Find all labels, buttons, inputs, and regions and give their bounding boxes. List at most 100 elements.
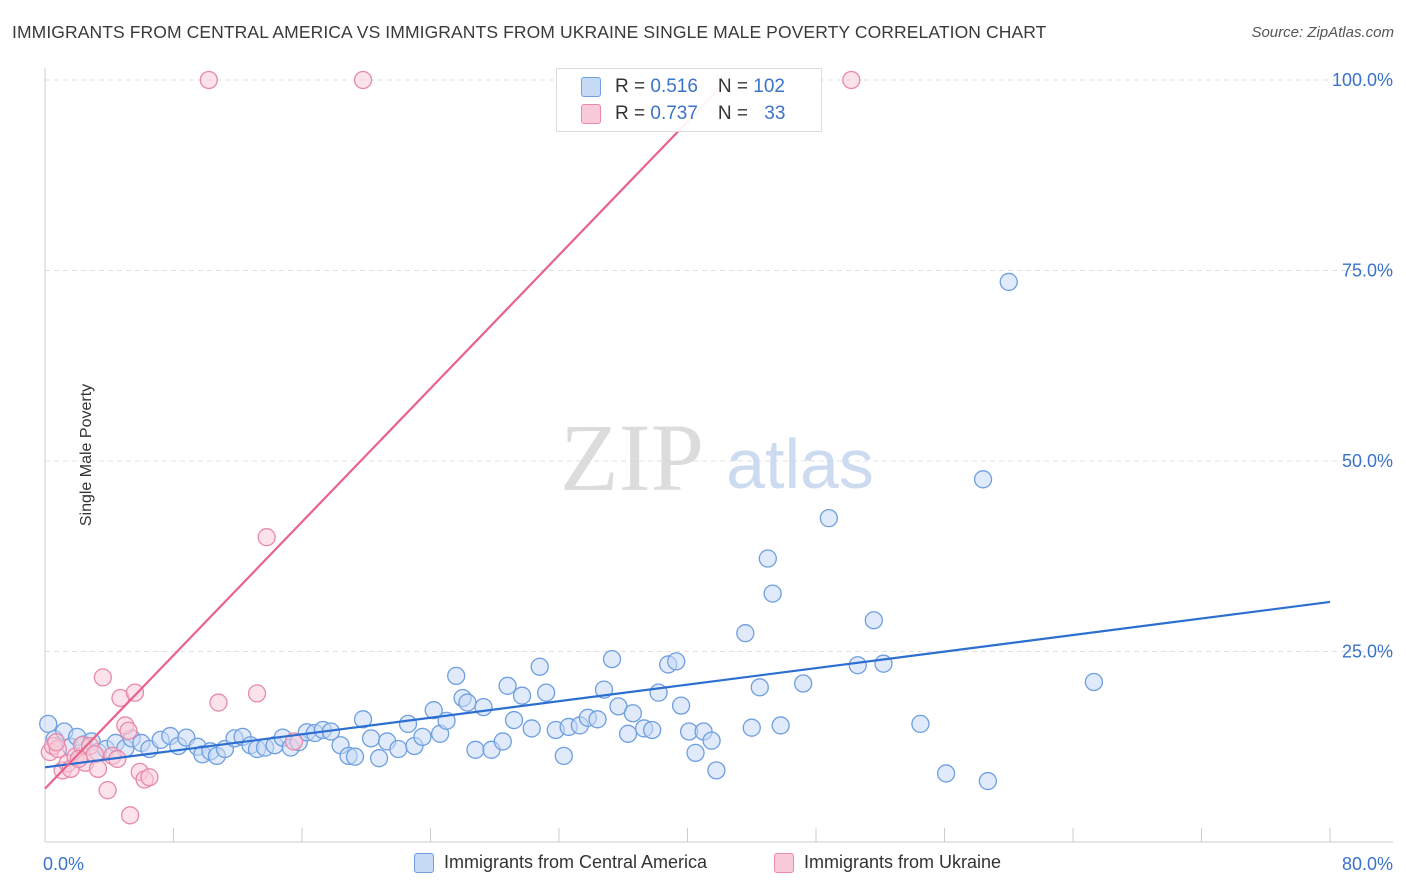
data-point-central-america <box>588 710 607 729</box>
data-point-central-america <box>750 678 769 697</box>
data-point-central-america <box>353 710 373 729</box>
legend-label-ukraine: Immigrants from Ukraine <box>804 852 1002 872</box>
data-point-ukraine <box>257 528 276 547</box>
data-point-central-america <box>530 657 549 676</box>
stats-n-label: N = <box>717 76 754 97</box>
data-point-central-america <box>936 764 956 783</box>
data-point-ukraine <box>140 768 159 787</box>
y-tick-label: 75.0% <box>1342 261 1393 281</box>
data-point-central-america <box>424 701 443 720</box>
trendline-ukraine <box>44 79 729 790</box>
data-point-central-america <box>911 714 930 734</box>
stats-r-label: R = <box>615 103 651 124</box>
legend-item-ukraine[interactable]: Immigrants from Ukraine <box>774 852 1001 873</box>
data-point-central-america <box>413 727 432 746</box>
series-central-america-points <box>39 272 1104 791</box>
legend-label-central-america: Immigrants from Central America <box>444 852 708 872</box>
data-point-central-america <box>602 649 622 669</box>
data-point-ukraine <box>93 668 112 687</box>
legend-item-central-america[interactable]: Immigrants from Central America <box>414 852 707 873</box>
stats-swatch-blue <box>581 77 601 97</box>
data-point-central-america <box>493 732 512 751</box>
stats-legend-box: R = 0.516 N = 102 R = 0.737 N = 33 <box>556 68 822 132</box>
data-point-ukraine <box>199 70 218 90</box>
data-point-central-america <box>707 761 726 780</box>
y-tick-label: 50.0% <box>1342 451 1393 471</box>
data-point-central-america <box>512 686 532 705</box>
y-tick-label: 100.0% <box>1332 70 1393 90</box>
data-point-ukraine <box>119 721 138 740</box>
data-point-ukraine <box>247 684 267 703</box>
data-point-ukraine <box>47 733 66 752</box>
data-point-central-america <box>369 749 389 768</box>
data-point-central-america <box>537 683 556 702</box>
data-point-central-america <box>1084 672 1104 692</box>
data-point-central-america <box>643 720 662 740</box>
stats-r-label: R = <box>615 76 651 97</box>
data-point-central-america <box>736 624 755 643</box>
data-point-central-america <box>447 666 466 686</box>
data-point-central-america <box>758 549 777 568</box>
data-point-central-america <box>458 693 477 712</box>
stats-n-label: N = <box>717 103 754 124</box>
stats-n-value: 102 <box>753 76 785 97</box>
data-point-central-america <box>554 746 573 766</box>
axes <box>44 68 1393 843</box>
stats-n-value: 33 <box>764 103 786 124</box>
data-point-central-america <box>973 470 993 489</box>
data-point-central-america <box>389 739 408 759</box>
data-point-central-america <box>498 676 517 695</box>
data-point-ukraine <box>98 781 117 800</box>
data-point-central-america <box>667 652 686 671</box>
legend-swatch-pink <box>774 852 794 873</box>
data-point-central-america <box>742 718 761 737</box>
data-point-central-america <box>686 743 705 762</box>
data-point-central-america <box>522 719 541 738</box>
trendline-central-america <box>44 600 1331 769</box>
data-point-central-america <box>864 611 883 630</box>
data-point-central-america <box>999 272 1018 292</box>
data-point-central-america <box>702 731 721 750</box>
data-point-ukraine <box>209 693 228 712</box>
data-point-central-america <box>361 729 381 748</box>
data-point-ukraine <box>842 70 861 90</box>
x-tick-label: 80.0% <box>1342 854 1393 874</box>
gridlines <box>45 79 1393 652</box>
data-point-central-america <box>618 724 638 743</box>
chart-title: IMMIGRANTS FROM CENTRAL AMERICA VS IMMIG… <box>12 22 1047 42</box>
data-point-central-america <box>794 674 813 693</box>
bottom-legend: Immigrants from Central America Immigran… <box>0 852 1406 878</box>
data-point-central-america <box>345 747 365 766</box>
data-point-central-america <box>39 714 58 734</box>
stats-r-value: 0.737 <box>650 103 698 124</box>
data-point-central-america <box>671 696 691 715</box>
data-point-central-america <box>978 771 998 791</box>
data-point-central-america <box>623 704 643 723</box>
data-point-central-america <box>474 697 493 717</box>
legend-swatch-blue <box>414 852 434 873</box>
data-point-central-america <box>466 740 485 759</box>
trendlines <box>44 79 1331 790</box>
data-point-central-america <box>819 509 838 528</box>
stats-swatch-pink <box>581 104 601 124</box>
y-axis-label: Single Male Poverty <box>78 383 96 527</box>
x-tick-label: 0.0% <box>43 854 84 874</box>
watermark-atlas: atlas <box>726 425 874 503</box>
data-point-ukraine <box>88 759 108 778</box>
watermark: ZIP atlas <box>560 404 874 511</box>
stats-r-value: 0.516 <box>650 76 698 97</box>
y-tick-label: 25.0% <box>1342 642 1393 662</box>
data-point-ukraine <box>120 806 140 825</box>
data-point-central-america <box>398 714 418 734</box>
data-point-central-america <box>504 710 524 730</box>
watermark-zip: ZIP <box>560 404 704 511</box>
data-point-ukraine <box>284 732 304 751</box>
data-point-central-america <box>848 656 867 675</box>
data-point-central-america <box>763 584 782 603</box>
data-point-ukraine <box>125 683 145 702</box>
data-point-ukraine <box>353 70 373 90</box>
tick-labels: 100.0% 75.0% 50.0% 25.0% 0.0% 80.0% <box>43 70 1393 874</box>
source-attribution: Source: ZipAtlas.com <box>1251 24 1394 41</box>
data-point-central-america <box>771 716 790 735</box>
